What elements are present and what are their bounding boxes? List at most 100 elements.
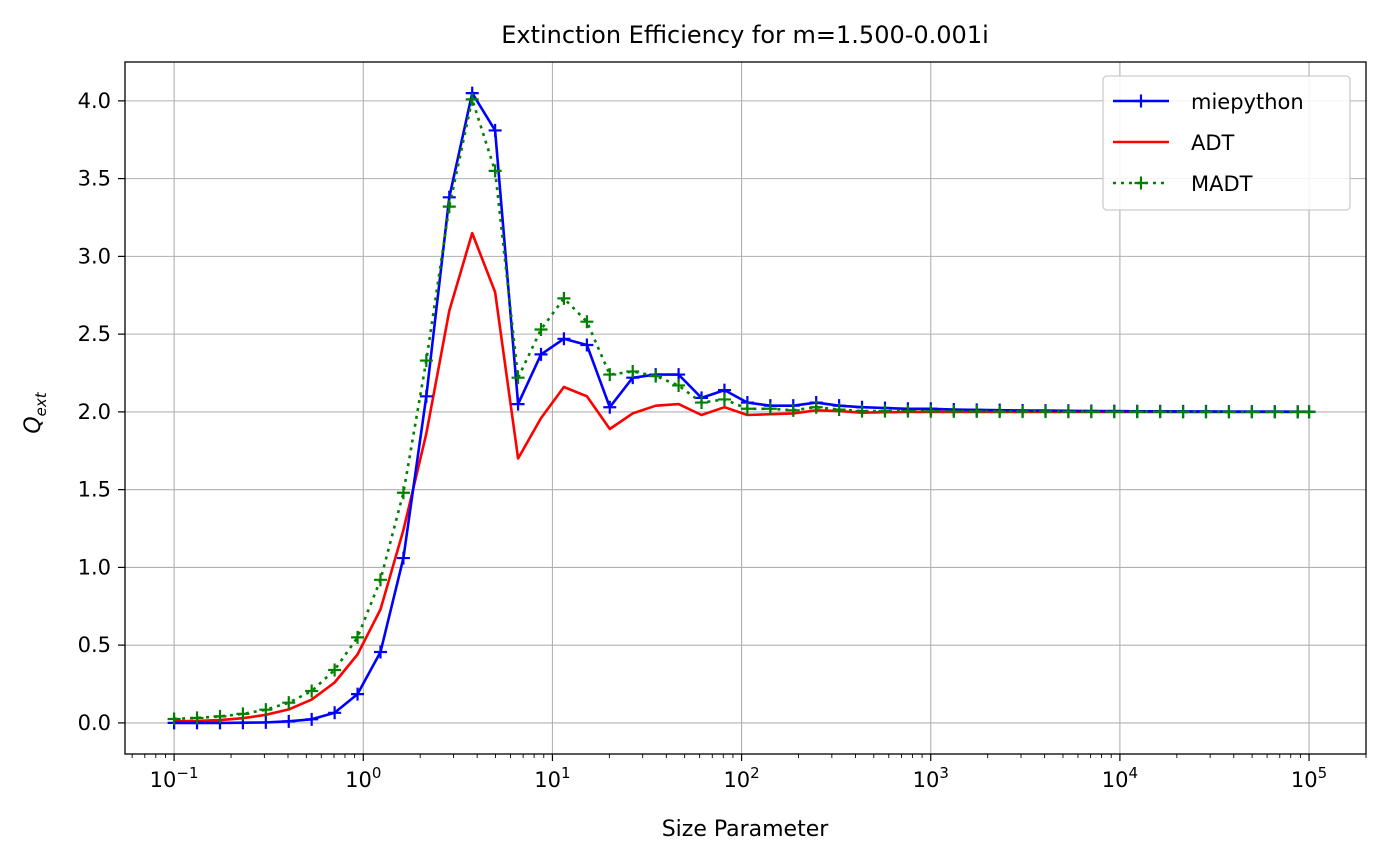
data-point bbox=[603, 368, 617, 382]
data-point bbox=[442, 200, 456, 214]
data-point bbox=[1199, 405, 1213, 419]
series-MADT bbox=[167, 92, 1316, 726]
data-point bbox=[740, 402, 754, 416]
data-point bbox=[832, 403, 846, 417]
data-point bbox=[167, 712, 181, 726]
legend: miepython ADT MADT bbox=[1102, 75, 1351, 211]
y-tick-label: 0.5 bbox=[78, 633, 111, 657]
data-point bbox=[1291, 405, 1305, 419]
data-point bbox=[282, 714, 296, 728]
legend-swatch-marker bbox=[1134, 94, 1148, 108]
data-point bbox=[763, 402, 777, 416]
y-tick-label: 2.5 bbox=[78, 322, 111, 346]
data-point bbox=[419, 354, 433, 368]
data-point bbox=[488, 164, 502, 178]
x-tick-label-exponent: 1 bbox=[561, 764, 571, 782]
data-point bbox=[1302, 405, 1316, 419]
data-point bbox=[488, 123, 502, 137]
data-point bbox=[786, 403, 800, 417]
y-axis-label: Qext bbox=[21, 391, 50, 433]
chart-title: Extinction Efficiency for m=1.500-0.001i bbox=[501, 21, 989, 49]
data-point bbox=[373, 645, 387, 659]
data-point bbox=[1107, 405, 1121, 419]
data-point bbox=[580, 338, 594, 352]
x-tick-label-base: 10 bbox=[913, 768, 940, 792]
x-tick-label-base: 10 bbox=[345, 768, 372, 792]
data-point bbox=[373, 573, 387, 587]
x-tick-label: 10−1 bbox=[150, 764, 199, 792]
data-point bbox=[1084, 405, 1098, 419]
data-point bbox=[878, 404, 892, 418]
legend-label: ADT bbox=[1191, 131, 1235, 155]
data-point bbox=[305, 684, 319, 698]
data-point bbox=[1268, 405, 1282, 419]
data-point bbox=[511, 397, 525, 411]
data-point bbox=[626, 364, 640, 378]
data-point bbox=[328, 663, 342, 677]
y-axis-label-main: Q bbox=[21, 416, 46, 433]
legend-item-MADT: MADT bbox=[1113, 172, 1253, 196]
x-tick-label-exponent: 3 bbox=[939, 764, 949, 782]
x-tick-label: 100 bbox=[345, 764, 381, 792]
data-point bbox=[603, 400, 617, 414]
data-point bbox=[1222, 405, 1236, 419]
data-point bbox=[1245, 405, 1259, 419]
legend-item-ADT: ADT bbox=[1113, 131, 1235, 155]
series-layer bbox=[167, 86, 1316, 730]
data-point bbox=[695, 396, 709, 410]
legend-swatch-marker bbox=[1134, 176, 1148, 190]
data-point bbox=[1016, 405, 1030, 419]
legend-items: miepython ADT MADT bbox=[1113, 90, 1304, 196]
x-tick-label-base: 10 bbox=[150, 768, 177, 792]
data-point bbox=[1130, 405, 1144, 419]
data-point bbox=[717, 392, 731, 406]
data-point bbox=[213, 709, 227, 723]
data-point bbox=[190, 711, 204, 725]
data-point bbox=[259, 715, 273, 729]
data-point bbox=[511, 371, 525, 385]
data-point bbox=[970, 404, 984, 418]
data-point bbox=[305, 712, 319, 726]
x-tick-label-base: 10 bbox=[1102, 768, 1129, 792]
data-point bbox=[328, 706, 342, 720]
y-axis-label-subscript: ext bbox=[32, 391, 50, 416]
data-point bbox=[672, 368, 686, 382]
x-tick-label-base: 10 bbox=[1291, 768, 1318, 792]
legend-label: miepython bbox=[1191, 90, 1304, 114]
grid bbox=[125, 62, 1366, 754]
legend-label: MADT bbox=[1191, 172, 1253, 196]
data-point bbox=[947, 404, 961, 418]
x-tick-label-exponent: 4 bbox=[1128, 764, 1138, 782]
data-point bbox=[809, 400, 823, 414]
x-tick-label-exponent: 2 bbox=[750, 764, 760, 782]
x-tick-label: 103 bbox=[913, 764, 949, 792]
data-point bbox=[993, 405, 1007, 419]
x-tick-label: 101 bbox=[534, 764, 570, 792]
x-tick-label-base: 10 bbox=[723, 768, 750, 792]
y-tick-label: 2.0 bbox=[78, 400, 111, 424]
data-point bbox=[419, 389, 433, 403]
x-tick-label-base: 10 bbox=[534, 768, 561, 792]
plot-frame bbox=[124, 61, 1367, 755]
legend-item-miepython: miepython bbox=[1113, 90, 1304, 114]
legend-box bbox=[1102, 75, 1351, 211]
y-tick-label: 1.5 bbox=[78, 478, 111, 502]
data-point bbox=[557, 332, 571, 346]
data-point bbox=[534, 347, 548, 361]
x-tick-label: 102 bbox=[723, 764, 759, 792]
x-tick-label-exponent: 0 bbox=[372, 764, 382, 782]
data-point bbox=[1039, 405, 1053, 419]
data-point bbox=[672, 378, 686, 392]
y-tick-label: 3.0 bbox=[78, 244, 111, 268]
y-tick-label: 3.5 bbox=[78, 167, 111, 191]
data-point bbox=[465, 92, 479, 106]
data-point bbox=[534, 322, 548, 336]
data-point bbox=[236, 707, 250, 721]
data-point bbox=[1153, 405, 1167, 419]
data-point bbox=[557, 291, 571, 305]
data-point bbox=[901, 404, 915, 418]
data-point bbox=[351, 687, 365, 701]
data-point bbox=[924, 404, 938, 418]
data-point bbox=[282, 696, 296, 710]
